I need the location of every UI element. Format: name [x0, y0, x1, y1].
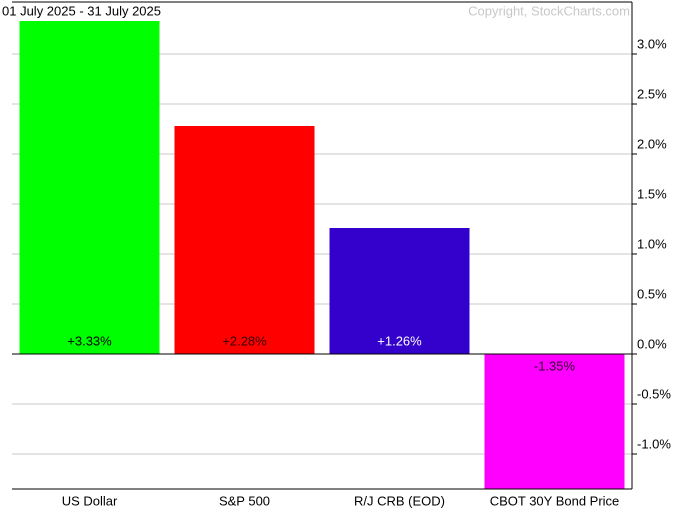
value-label: +1.26%: [377, 333, 422, 348]
value-label: +3.33%: [67, 333, 112, 348]
y-tick-label: 2.0%: [637, 136, 667, 151]
bar: [329, 228, 470, 354]
copyright: Copyright, StockCharts.com: [468, 3, 630, 18]
y-tick-label: 1.0%: [637, 236, 667, 251]
x-tick-label: S&P 500: [219, 493, 270, 508]
y-tick-label: 0.5%: [637, 286, 667, 301]
x-tick-label: US Dollar: [62, 493, 118, 508]
value-label: -1.35%: [534, 358, 576, 373]
x-tick-label: CBOT 30Y Bond Price: [490, 493, 620, 508]
bar: [484, 354, 625, 489]
x-tick-label: R/J CRB (EOD): [354, 493, 445, 508]
y-tick-label: 1.5%: [637, 186, 667, 201]
y-tick-label: 3.0%: [637, 36, 667, 51]
y-tick-label: -1.0%: [637, 436, 671, 451]
y-tick-label: 2.5%: [637, 86, 667, 101]
chart-title: 01 July 2025 - 31 July 2025: [2, 3, 161, 18]
bar: [19, 21, 160, 354]
y-tick-label: 0.0%: [637, 336, 667, 351]
value-label: +2.28%: [222, 333, 267, 348]
bar: [174, 126, 315, 354]
y-tick-label: -0.5%: [637, 386, 671, 401]
